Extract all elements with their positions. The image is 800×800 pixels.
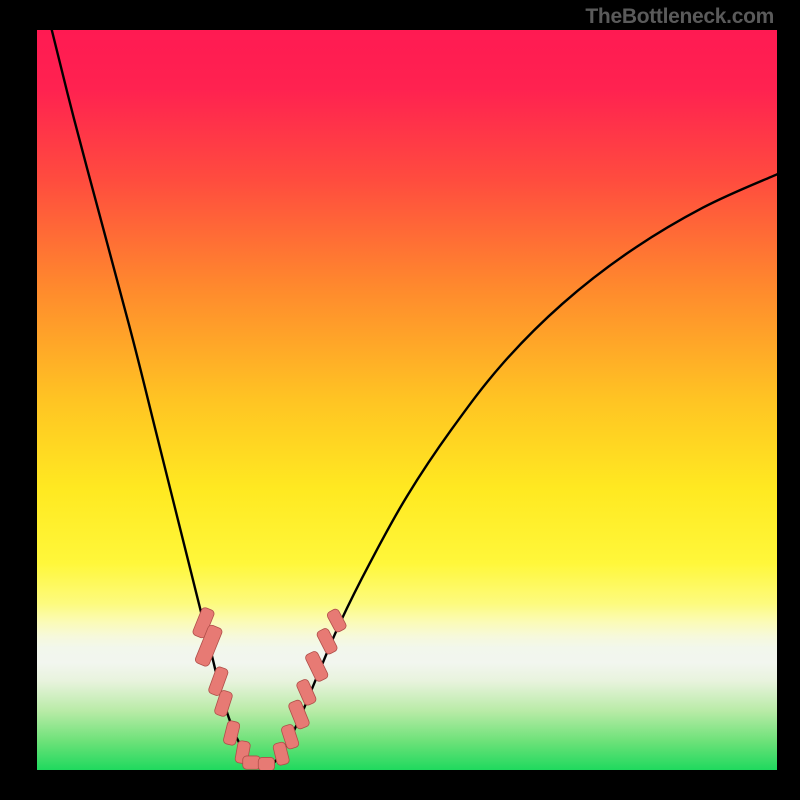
chart-container: TheBottleneck.com [0, 0, 800, 800]
curve-left [48, 30, 263, 766]
data-marker [243, 756, 261, 769]
data-marker [258, 757, 274, 770]
watermark-text: TheBottleneck.com [585, 5, 774, 29]
chart-lines [37, 30, 777, 770]
plot-area [37, 30, 777, 770]
marker-group [192, 607, 348, 770]
curve-right [263, 174, 777, 766]
